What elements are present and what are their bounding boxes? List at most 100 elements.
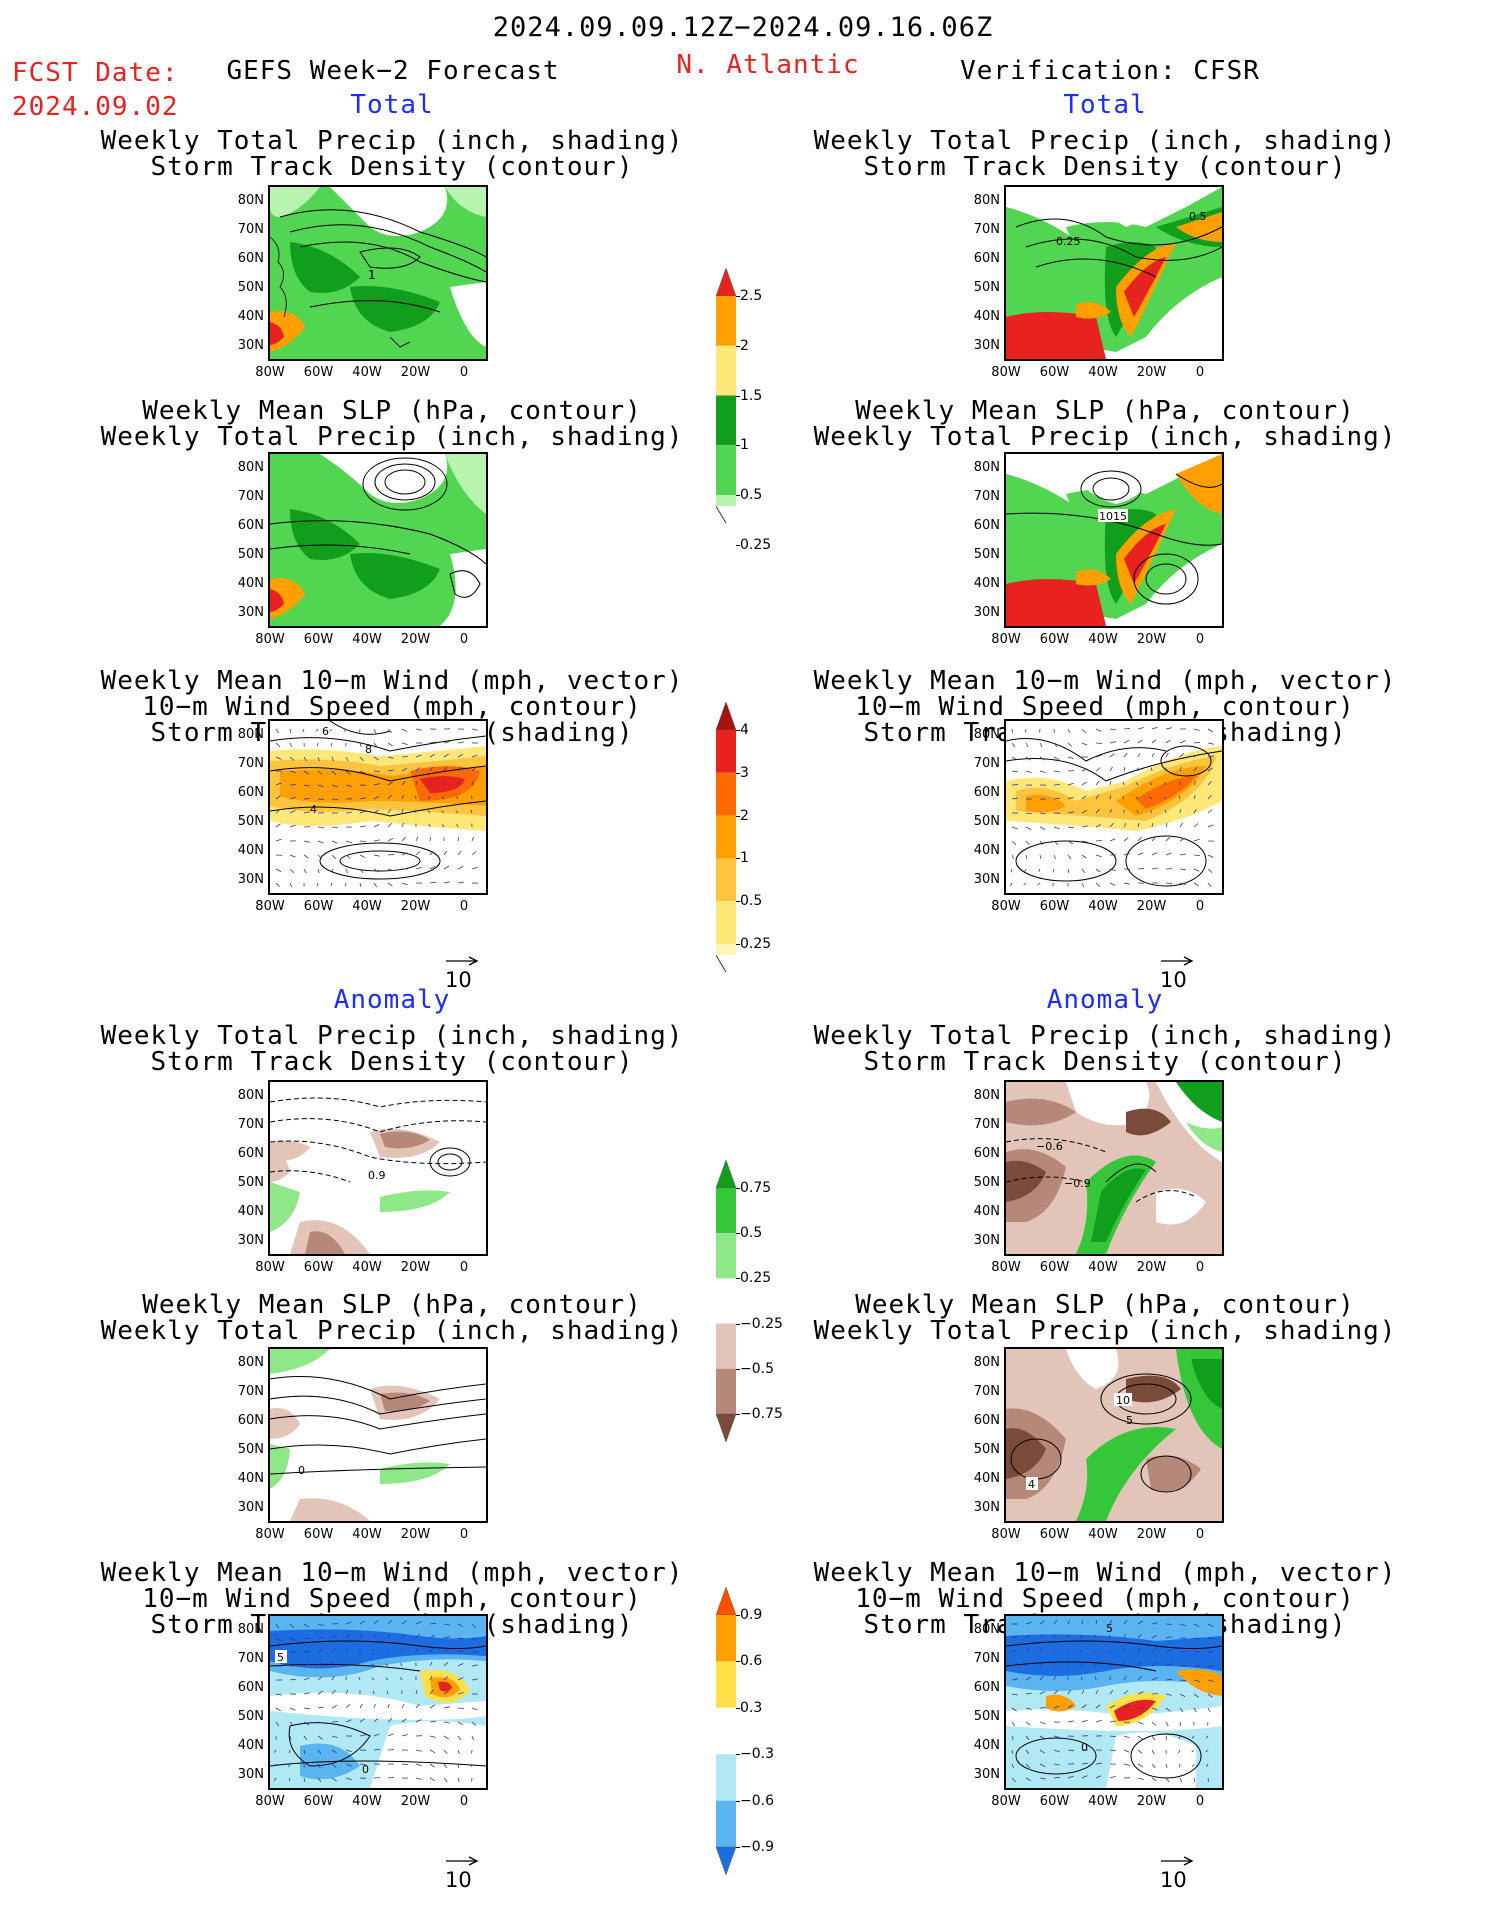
- wind-vector: [387, 837, 394, 842]
- colorbar-tick-label: 4: [740, 722, 749, 738]
- wind-vector: [429, 1661, 433, 1667]
- lon-tick-label: 60W: [1039, 1260, 1070, 1275]
- wind-vector: [401, 794, 404, 800]
- wind-vector: [315, 728, 319, 732]
- wind-vector: [1123, 1633, 1126, 1639]
- wind-vector: [1207, 824, 1214, 828]
- lon-tick-label: 0: [1195, 1260, 1205, 1275]
- wind-vector: [1109, 882, 1116, 886]
- colorbar-tick: [736, 445, 740, 447]
- wind-vector: [443, 1706, 450, 1709]
- lon-tick-label: 20W: [1136, 1527, 1167, 1542]
- wind-vector: [1011, 840, 1017, 845]
- wind-vector: [1109, 728, 1116, 731]
- wind-vector: [1025, 1721, 1031, 1726]
- wind-vector: [373, 854, 380, 857]
- vector-arrow-icon: [446, 1856, 479, 1866]
- wind-vector: [471, 1707, 478, 1711]
- colorbar-segment: [716, 858, 736, 902]
- colorbar-segment: [716, 445, 736, 495]
- wind-vector: [387, 1749, 395, 1751]
- wind-vector: [471, 780, 474, 786]
- lon-tick-label: 80W: [991, 365, 1021, 380]
- wind-vector: [275, 782, 282, 786]
- lat-tick-label: 80N: [973, 1622, 1000, 1637]
- wind-vector: [331, 854, 336, 859]
- lat-tick-label: 60N: [973, 1413, 1000, 1428]
- wind-vector: [471, 1623, 477, 1628]
- wind-vector: [373, 795, 380, 800]
- wind-vector: [331, 840, 338, 844]
- wind-vector: [303, 840, 310, 843]
- right-anomaly-label: Anomaly: [1046, 985, 1164, 1015]
- wind-vector: [359, 825, 366, 828]
- wind-vector: [317, 1777, 322, 1783]
- lon-tick-label: 80W: [255, 1260, 285, 1275]
- wind-vector: [331, 1777, 337, 1782]
- wind-vector: [373, 882, 378, 888]
- wind-vector: [1109, 741, 1116, 744]
- wind-vector: [1109, 1720, 1116, 1723]
- colorbar-tick-label: 0.6: [740, 1653, 763, 1670]
- wind-vector: [1165, 1721, 1169, 1727]
- lat-tick-label: 50N: [237, 814, 264, 829]
- wind-vector: [387, 1633, 390, 1639]
- wind-vector: [1109, 781, 1112, 786]
- wind-vector: [1011, 1721, 1016, 1727]
- wind-vector: [1081, 742, 1088, 746]
- wind-vector: [303, 1650, 310, 1653]
- wind-vector: [415, 1749, 422, 1752]
- wind-vector: [1151, 1634, 1158, 1639]
- wind-vector: [275, 1693, 282, 1696]
- wind-vector: [1081, 781, 1087, 786]
- panel-title-left-2-line-1: Weekly Mean SLP (hPa, contour): [142, 396, 642, 426]
- wind-vector: [1193, 868, 1200, 872]
- wind-vector: [1137, 1661, 1141, 1667]
- wind-vector: [373, 728, 377, 734]
- wind-vector: [471, 1735, 474, 1741]
- wind-vector: [1081, 728, 1086, 733]
- wind-vector: [1095, 823, 1102, 828]
- lat-tick-label: 50N: [973, 814, 1000, 829]
- wind-vector: [471, 836, 475, 842]
- wind-vector: [457, 1677, 464, 1681]
- wind-vector: [371, 1663, 375, 1667]
- wind-vector: [1039, 1620, 1045, 1625]
- wind-vector: [401, 742, 408, 745]
- wind-vector: [387, 1777, 395, 1779]
- lat-tick-label: 60N: [973, 785, 1000, 800]
- wind-vector: [1165, 1693, 1172, 1696]
- wind-vector: [1067, 1634, 1069, 1639]
- wind-vector: [385, 1663, 389, 1667]
- colorbar-track-total: [716, 702, 736, 972]
- wind-vector: [471, 728, 478, 731]
- wind-vector: [1193, 1707, 1197, 1713]
- wind-vector: [415, 780, 418, 786]
- lat-tick-label: 30N: [237, 872, 264, 887]
- wind-vector: [1207, 1637, 1214, 1640]
- lat-tick-label: 60N: [237, 1413, 264, 1428]
- contour-label: 8: [365, 743, 372, 756]
- wind-vector: [1011, 854, 1014, 860]
- lat-tick-label: 70N: [237, 1384, 264, 1399]
- wind-vector: [1011, 1663, 1018, 1667]
- lat-tick-label: 50N: [237, 1442, 264, 1457]
- wind-vector: [1053, 1690, 1059, 1695]
- wind-vector: [1207, 1707, 1211, 1713]
- wind-vector: [303, 1735, 308, 1741]
- wind-vector: [1025, 1621, 1032, 1625]
- wind-vector: [275, 838, 282, 842]
- map-gefs-anom-wind-track: 5 0: [268, 1614, 488, 1790]
- wind-vector: [316, 742, 319, 747]
- wind-vector: [345, 784, 352, 787]
- wind-vector: [1109, 1619, 1113, 1625]
- wind-vector: [1053, 797, 1060, 800]
- wind-vector: [373, 1718, 379, 1723]
- lat-tick-label: 80N: [237, 1622, 264, 1637]
- wind-vector: [471, 1664, 478, 1667]
- wind-vector: [443, 865, 450, 870]
- wind-vector: [1123, 882, 1130, 885]
- wind-vector: [1207, 794, 1212, 800]
- colorbar-tick: [736, 1233, 740, 1235]
- wind-vector: [1081, 1689, 1085, 1695]
